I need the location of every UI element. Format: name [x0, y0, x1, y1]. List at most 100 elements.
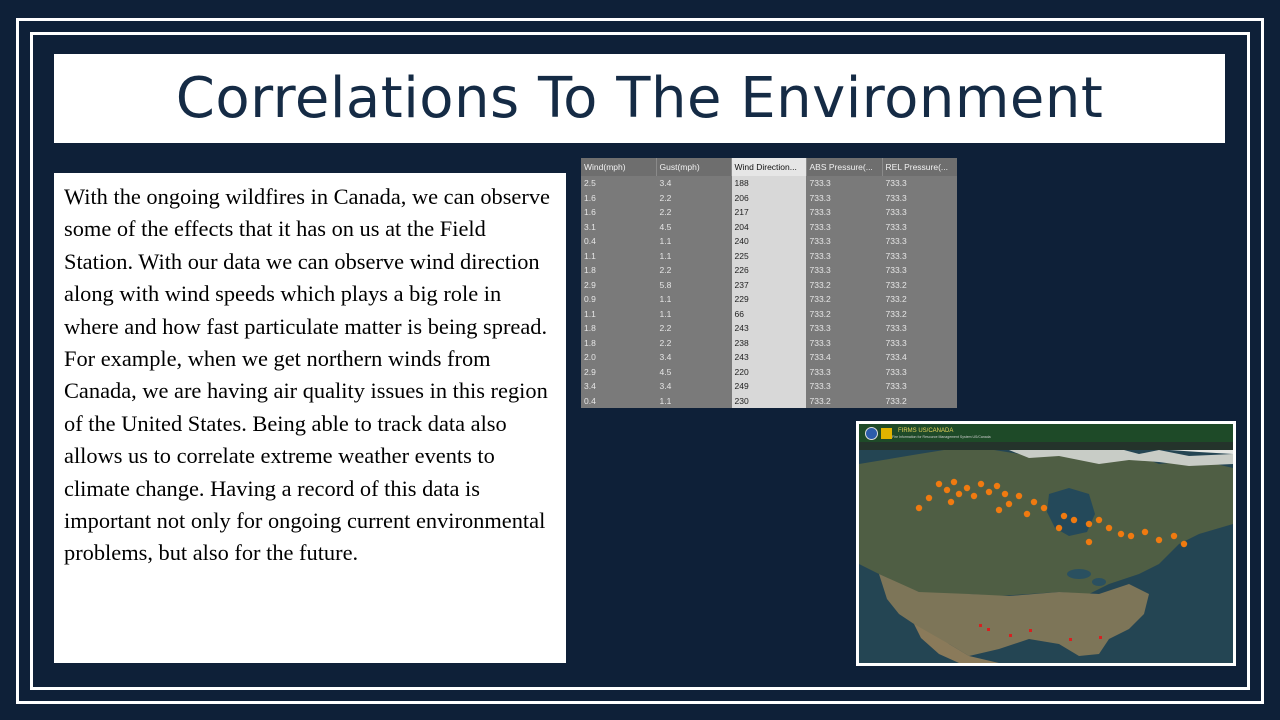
table-cell: 243 — [731, 321, 806, 336]
table-cell: 225 — [731, 248, 806, 263]
fire-marker-icon — [970, 492, 978, 500]
table-row: 1.1 1.1 66 733.2 733.2 — [581, 306, 957, 321]
fire-marker-icon — [985, 488, 993, 496]
fire-marker-icon — [1085, 538, 1093, 546]
table-cell: 2.5 — [584, 178, 596, 189]
slide-outer-border — [16, 18, 1264, 704]
table-cell: 733.3 — [809, 381, 831, 392]
fire-marker-icon — [977, 480, 985, 488]
map-subtitle: Fire Information for Resource Management… — [892, 434, 991, 439]
column-header: Wind Direction... — [731, 158, 807, 176]
fire-marker-icon — [995, 506, 1003, 514]
table-cell: 733.3 — [885, 265, 907, 276]
table-cell: 733.3 — [809, 323, 831, 334]
table-cell: 226 — [731, 263, 806, 278]
table-cell: 3.4 — [659, 381, 672, 392]
table-cell: 733.2 — [885, 395, 907, 406]
weather-data-table: Wind(mph) Gust(mph) Wind Direction... AB… — [581, 158, 957, 408]
table-cell: 1.6 — [584, 192, 596, 203]
table-row: 0.4 1.1 230 733.2 733.2 — [581, 393, 957, 408]
table-cell: 1.8 — [584, 323, 596, 334]
table-cell: 4.5 — [659, 221, 672, 232]
table-row: 1.8 2.2 238 733.3 733.3 — [581, 335, 957, 350]
table-cell: 2.2 — [659, 323, 672, 334]
column-header: Gust(mph) — [656, 158, 732, 176]
table-cell: 733.2 — [885, 308, 907, 319]
table-cell: 220 — [731, 364, 806, 379]
table-cell: 733.2 — [809, 279, 831, 290]
table-cell: 230 — [731, 393, 806, 408]
table-cell: 204 — [731, 219, 806, 234]
map-toolbar — [859, 442, 1233, 450]
fire-marker-icon — [987, 628, 990, 631]
fire-marker-icon — [1085, 520, 1093, 528]
fire-marker-icon — [1005, 500, 1013, 508]
table-cell: 733.3 — [885, 381, 907, 392]
table-cell: 733.3 — [885, 221, 907, 232]
fire-marker-icon — [1141, 528, 1149, 536]
table-cell: 733.3 — [809, 207, 831, 218]
table-cell: 1.8 — [584, 337, 596, 348]
fire-marker-icon — [1029, 629, 1032, 632]
table-cell: 733.3 — [885, 323, 907, 334]
table-cell: 188 — [731, 176, 806, 191]
table-cell: 733.3 — [809, 366, 831, 377]
table-cell: 733.4 — [885, 352, 907, 363]
table-cell: 733.3 — [809, 265, 831, 276]
fire-marker-icon — [1015, 492, 1023, 500]
table-row: 1.8 2.2 226 733.3 733.3 — [581, 263, 957, 278]
fire-marker-icon — [1055, 524, 1063, 532]
table-cell: 3.4 — [659, 178, 672, 189]
fire-marker-icon — [1180, 540, 1188, 548]
table-cell: 733.2 — [809, 308, 831, 319]
table-cell: 5.8 — [659, 279, 672, 290]
table-cell: 733.4 — [809, 352, 831, 363]
slide-title: Correlations To The Environment — [175, 66, 1104, 131]
table-row: 0.4 1.1 240 733.3 733.3 — [581, 234, 957, 249]
fire-marker-icon — [950, 478, 958, 486]
fire-marker-icon — [1095, 516, 1103, 524]
map-image: FIRMS US/CANADA Fire Information for Res… — [859, 424, 1233, 663]
table-cell: 2.9 — [584, 279, 596, 290]
table-cell: 733.2 — [885, 279, 907, 290]
fire-marker-icon — [1105, 524, 1113, 532]
table-cell: 3.4 — [584, 381, 596, 392]
table-cell: 2.2 — [659, 192, 672, 203]
table-cell: 2.2 — [659, 337, 672, 348]
table-cell: 229 — [731, 292, 806, 307]
table-row: 1.6 2.2 217 733.3 733.3 — [581, 205, 957, 220]
table-cell: 733.3 — [809, 236, 831, 247]
table-cell: 217 — [731, 205, 806, 220]
table-cell: 1.8 — [584, 265, 596, 276]
fire-marker-icon — [1070, 516, 1078, 524]
table-cell: 733.3 — [809, 221, 831, 232]
table-row: 2.9 4.5 220 733.3 733.3 — [581, 364, 957, 379]
table-row: 2.9 5.8 237 733.2 733.2 — [581, 277, 957, 292]
column-header: REL Pressure(... — [882, 158, 957, 176]
table-row: 3.1 4.5 204 733.3 733.3 — [581, 219, 957, 234]
table-cell: 243 — [731, 350, 806, 365]
table-cell: 0.4 — [584, 395, 596, 406]
fire-marker-icon — [1060, 512, 1068, 520]
table-cell: 240 — [731, 234, 806, 249]
slide-inner-border — [30, 32, 1250, 690]
column-header: Wind(mph) — [581, 158, 657, 176]
table-cell: 237 — [731, 277, 806, 292]
table-cell: 733.3 — [885, 236, 907, 247]
table-cell: 733.2 — [885, 294, 907, 305]
fire-marker-icon — [925, 494, 933, 502]
fire-marker-icon — [963, 484, 971, 492]
table-cell: 733.3 — [885, 207, 907, 218]
fire-marker-icon — [993, 482, 1001, 490]
table-cell: 3.1 — [584, 221, 596, 232]
fire-marker-icon — [935, 480, 943, 488]
table-row: 3.4 3.4 249 733.3 733.3 — [581, 379, 957, 394]
table-cell: 1.1 — [659, 395, 672, 406]
table-cell: 1.1 — [659, 308, 672, 319]
table-cell: 733.3 — [809, 178, 831, 189]
table-cell: 733.3 — [885, 178, 907, 189]
fire-marker-icon — [1001, 490, 1009, 498]
fire-marker-icon — [1023, 510, 1031, 518]
table-cell: 1.6 — [584, 207, 596, 218]
